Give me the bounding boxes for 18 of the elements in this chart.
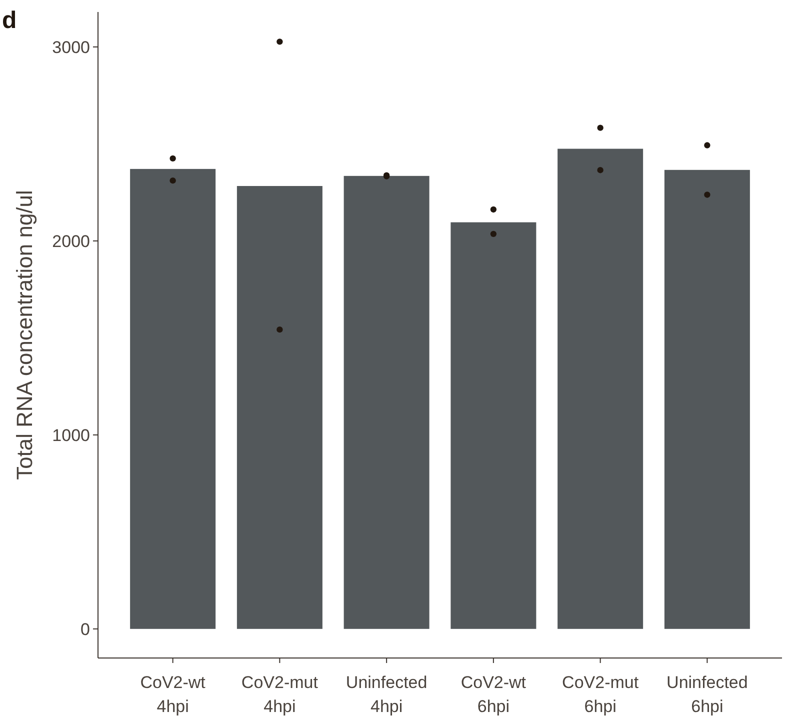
bar bbox=[450, 222, 536, 629]
x-tick-label: CoV2-wt 6hpi bbox=[460, 673, 526, 716]
y-tick-label: 0 bbox=[80, 620, 90, 639]
x-tick-label: CoV2-wt 4hpi bbox=[140, 673, 206, 716]
x-tick-label: CoV2-mut 6hpi bbox=[562, 673, 639, 716]
bar bbox=[664, 170, 750, 629]
text: d bbox=[2, 7, 17, 34]
bar bbox=[130, 168, 216, 629]
y-axis-title: Total RNA concentration ng/ul bbox=[12, 190, 37, 480]
x-tick-label: CoV2-mut 4hpi bbox=[241, 673, 318, 716]
bar bbox=[236, 186, 322, 629]
bar bbox=[344, 176, 430, 629]
x-tick-label: Uninfected 6hpi bbox=[666, 673, 748, 716]
y-tick-label: 1000 bbox=[52, 426, 90, 445]
y-tick-label: 2000 bbox=[52, 232, 90, 251]
bar bbox=[558, 148, 644, 629]
y-tick-label: 3000 bbox=[52, 38, 90, 57]
x-tick-label: Uninfected 4hpi bbox=[346, 673, 428, 716]
